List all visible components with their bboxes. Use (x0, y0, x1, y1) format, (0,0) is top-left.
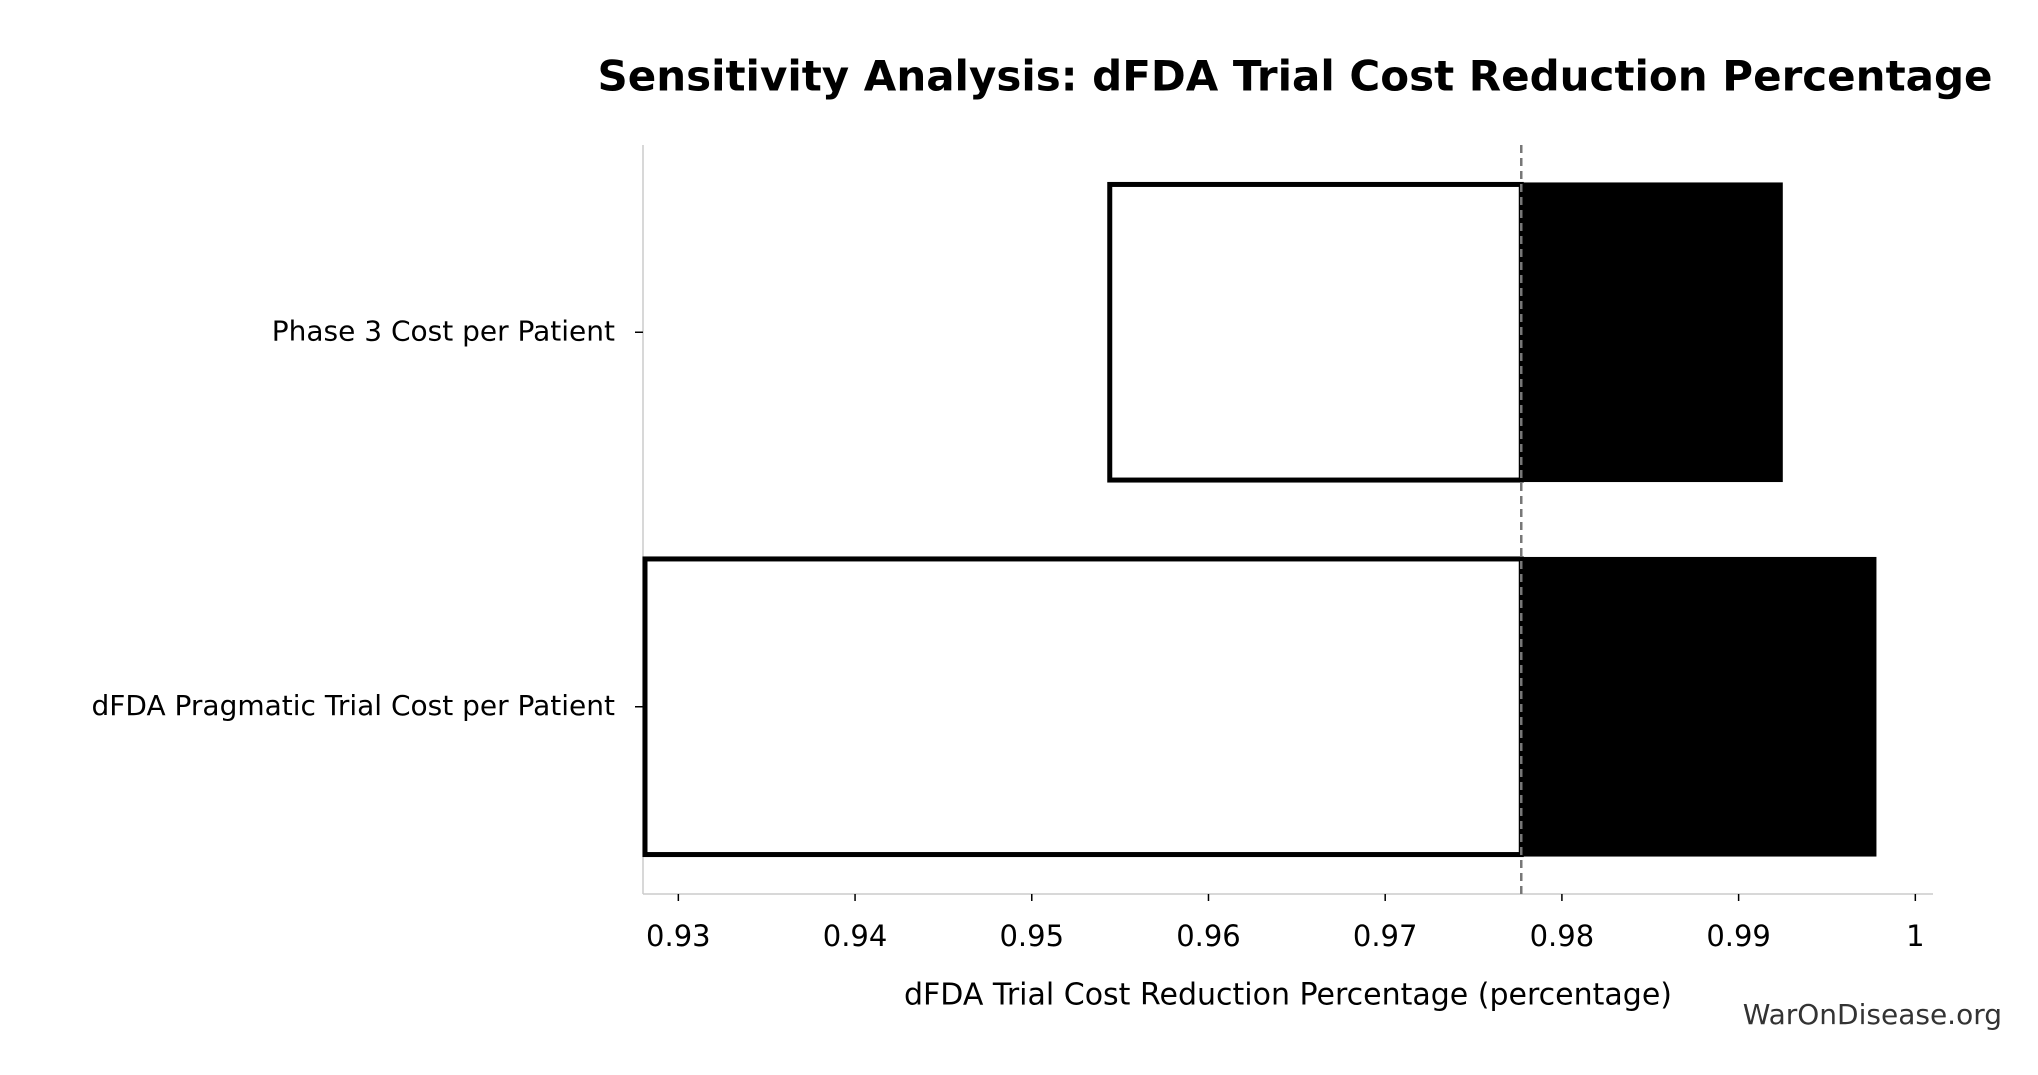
y-tick-label: Phase 3 Cost per Patient (272, 314, 615, 347)
x-tick-label: 0.98 (1530, 919, 1595, 953)
chart-title: Sensitivity Analysis: dFDA Trial Cost Re… (597, 52, 1992, 101)
x-tick-label: 0.96 (1176, 919, 1241, 953)
x-axis-label: dFDA Trial Cost Reduction Percentage (pe… (904, 978, 1672, 1013)
high-bar (1521, 182, 1783, 483)
high-bar (1521, 556, 1877, 857)
x-tick-label: 0.94 (823, 919, 888, 953)
x-tick-label: 0.97 (1353, 919, 1418, 953)
x-tick-label: 0.99 (1706, 919, 1771, 953)
y-tick-label: dFDA Pragmatic Trial Cost per Patient (92, 689, 616, 722)
low-bar (642, 556, 1524, 858)
x-tick-label: 0.95 (999, 919, 1064, 953)
x-tick-label: 1 (1906, 919, 1924, 953)
watermark: WarOnDisease.org (1743, 998, 2002, 1031)
low-bar (1107, 181, 1524, 483)
x-tick-label: 0.93 (646, 919, 711, 953)
